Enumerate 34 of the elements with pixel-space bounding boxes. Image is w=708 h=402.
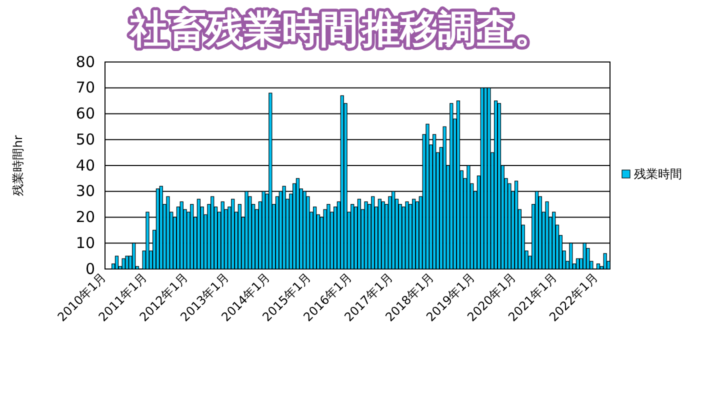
y-tick-label: 40 [76,156,95,174]
bar [313,206,317,270]
y-tick-label: 50 [76,130,95,148]
y-tick-label: 10 [76,234,95,252]
legend-label: 残業時間 [634,167,682,181]
bar [576,258,580,270]
bar [378,198,382,270]
bar [296,178,300,270]
bar [210,196,214,270]
bar [350,204,354,270]
y-tick-label: 30 [76,182,95,200]
y-axis-title: 残業時間hr [11,135,25,196]
bar [122,258,126,270]
bar [371,196,375,270]
bar [231,198,235,270]
bar [196,198,201,270]
y-tick-label: 70 [76,78,95,97]
bar [326,204,330,270]
bar [364,201,368,270]
y-tick-label: 0 [85,260,95,278]
bar [357,198,362,270]
bar [412,198,416,270]
bar [545,201,549,270]
bar [238,204,242,270]
y-tick-label: 80 [76,52,95,71]
bar [166,196,170,270]
bar [405,201,409,270]
bar [603,253,607,270]
bar [190,204,194,270]
bar [125,256,129,270]
y-tick-label: 20 [76,208,95,226]
bar [484,88,488,270]
bar [114,256,119,270]
y-tick-label: 60 [76,104,95,123]
